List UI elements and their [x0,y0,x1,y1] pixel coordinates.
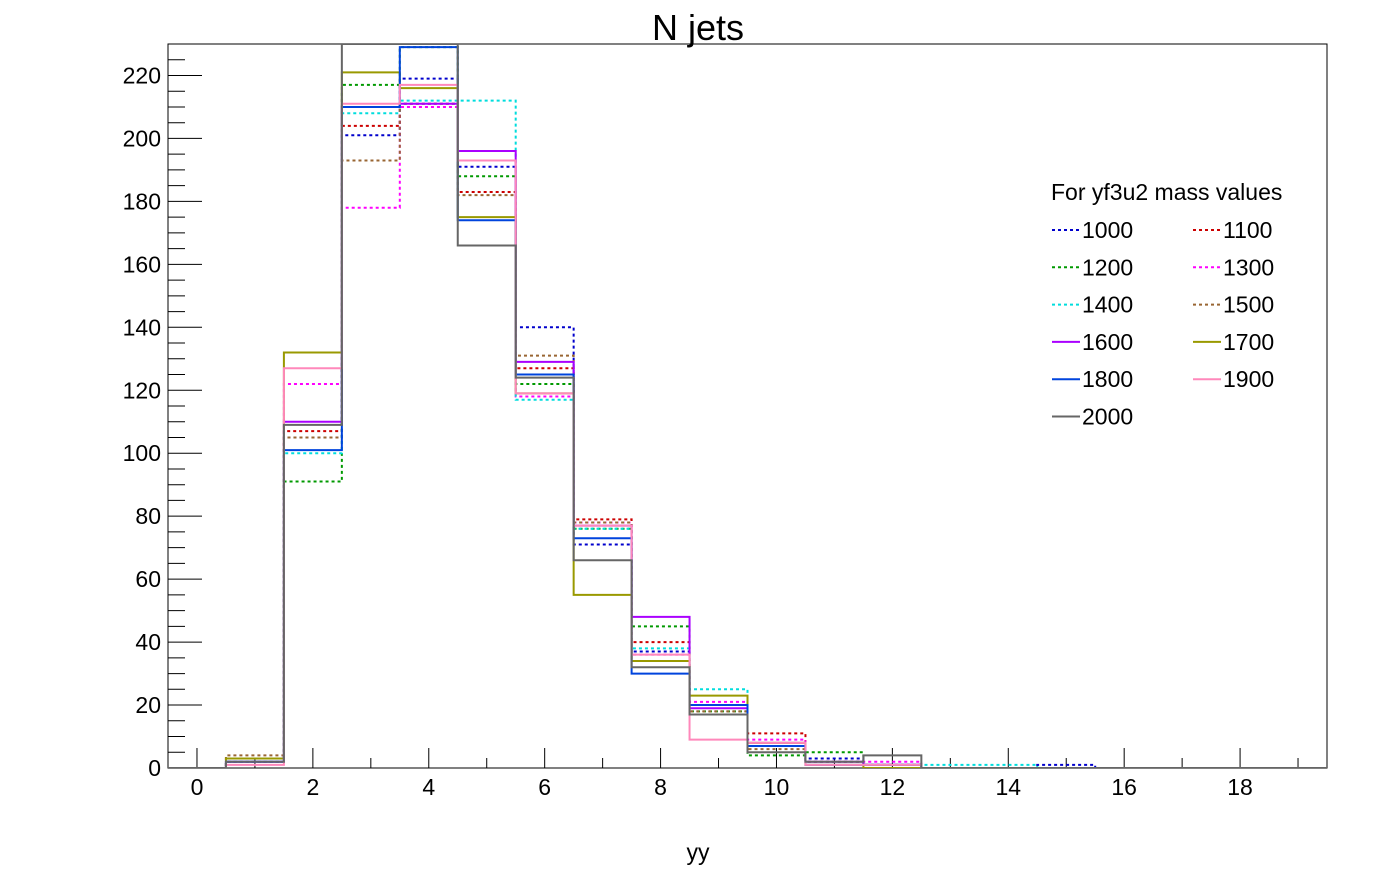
legend-label-1700: 1700 [1223,329,1274,355]
legend-label-1200: 1200 [1082,254,1133,280]
series-layer [168,44,1327,768]
y-tick-label: 60 [135,566,161,592]
legend: For yf3u2 mass values 1000 1100 1200 1300 14… [1051,179,1282,430]
x-tick-label: 0 [191,774,204,800]
x-tick-label: 16 [1111,774,1137,800]
legend-label-1900: 1900 [1223,366,1274,392]
y-tick-label: 180 [123,188,161,214]
y-tick-label: 220 [123,62,161,88]
legend-label-1000: 1000 [1082,217,1133,243]
y-tick-label: 100 [123,440,161,466]
y-tick-label: 20 [135,692,161,718]
x-tick-label: 18 [1227,774,1253,800]
y-tick-label: 160 [123,251,161,277]
y-tick-label: 40 [135,629,161,655]
chart-title: N jets [652,7,744,48]
y-tick-label: 200 [123,125,161,151]
y-tick-label: 0 [148,755,161,781]
x-tick-label: 10 [764,774,790,800]
legend-header: For yf3u2 mass values [1051,179,1282,205]
x-axis-label: yy [687,839,711,865]
y-tick-label: 80 [135,503,161,529]
legend-label-1600: 1600 [1082,329,1133,355]
x-tick-label: 8 [654,774,667,800]
x-tick-label: 12 [880,774,906,800]
series-2000-line [168,44,1327,768]
x-tick-label: 4 [422,774,435,800]
legend-label-1500: 1500 [1223,292,1274,318]
legend-label-1800: 1800 [1082,366,1133,392]
legend-label-1400: 1400 [1082,292,1133,318]
legend-label-1300: 1300 [1223,254,1274,280]
y-tick-label: 140 [123,314,161,340]
x-tick-label: 14 [995,774,1021,800]
legend-label-1100: 1100 [1223,217,1272,243]
x-tick-label: 6 [538,774,551,800]
y-tick-label: 120 [123,377,161,403]
x-tick-label: 2 [306,774,319,800]
axis-ticks: 0 2 4 6 8 10 12 14 16 180204060801001201401601802… [123,43,1299,800]
legend-label-2000: 2000 [1082,404,1133,430]
